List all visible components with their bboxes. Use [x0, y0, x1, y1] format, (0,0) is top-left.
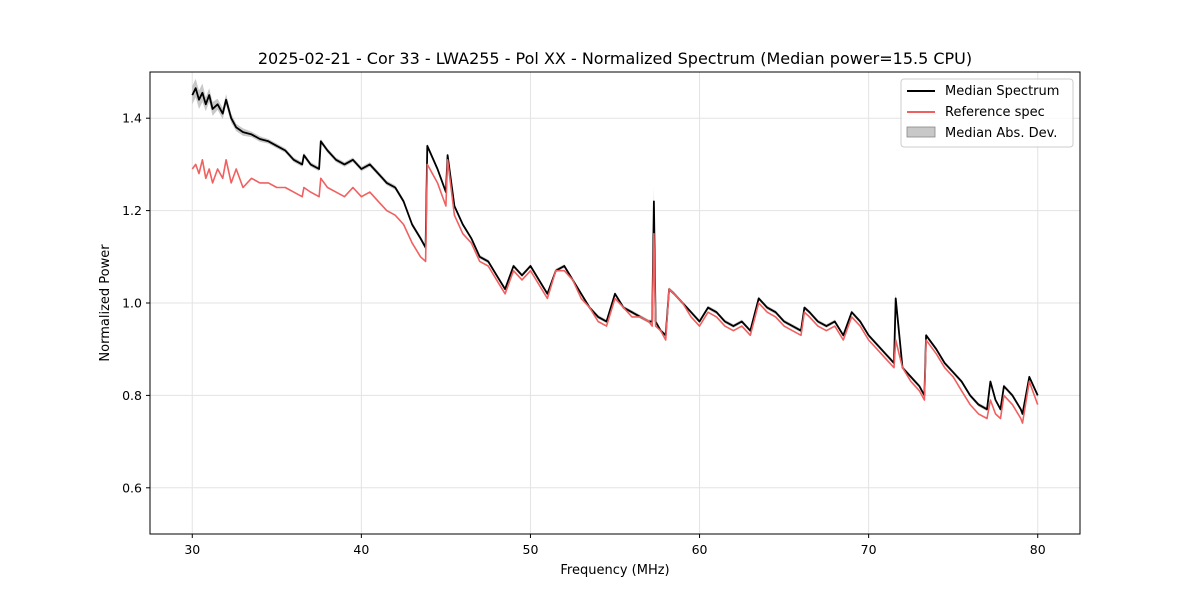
reference-spectrum-line: [191, 159, 1039, 424]
legend-reference-label: Reference spec: [945, 105, 1045, 120]
x-axis-label: Frequency (MHz): [560, 563, 669, 578]
legend: Median Spectrum Reference spec Median Ab…: [900, 78, 1074, 148]
legend-box: [900, 78, 1074, 148]
x-tick-label: 50: [523, 542, 539, 557]
x-tick-label: 80: [1030, 542, 1046, 557]
series-layer: [191, 87, 1039, 424]
y-tick-label: 0.8: [122, 388, 142, 403]
y-tick-label: 0.6: [122, 480, 142, 495]
legend-mad-swatch: [906, 126, 936, 138]
legend-median-label: Median Spectrum: [945, 84, 1059, 99]
y-tick-label: 1.4: [122, 111, 142, 126]
x-tick-label: 40: [353, 542, 369, 557]
chart-title: 2025-02-21 - Cor 33 - LWA255 - Pol XX - …: [258, 49, 972, 68]
legend-mad-label: Median Abs. Dev.: [945, 126, 1057, 141]
y-tick-label: 1.0: [122, 296, 142, 311]
x-tick-label: 60: [692, 542, 708, 557]
x-tick-label: 70: [861, 542, 877, 557]
x-tick-label: 30: [184, 542, 200, 557]
y-tick-label: 1.2: [122, 203, 142, 218]
y-axis-label: Normalized Power: [98, 244, 113, 362]
axis-ticks: 30 40 50 60 70 80 0.6 0.8 1.0 1.2 1.4: [122, 111, 1046, 557]
